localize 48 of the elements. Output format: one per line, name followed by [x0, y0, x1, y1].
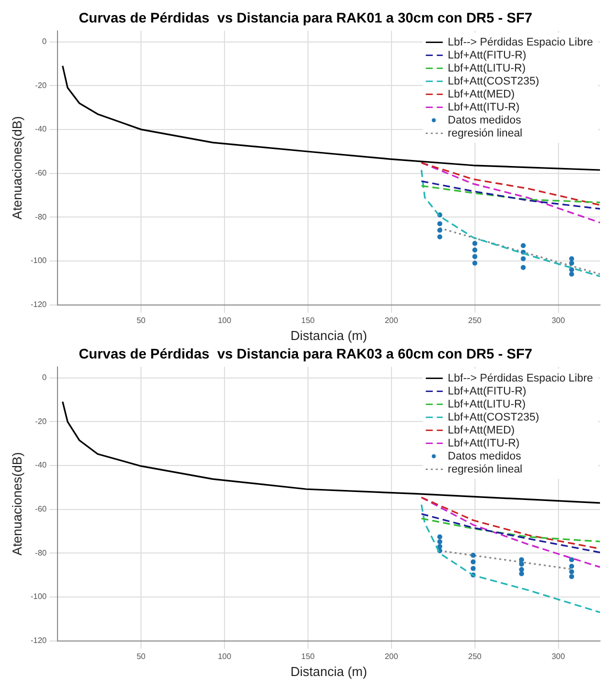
x-axis-title: Distancia (m) [290, 664, 368, 679]
y-tick-label: -20 [35, 416, 48, 426]
chart-title: Curvas de Pérdidas vs Distancia para RAK01 a 30cm con DR5 - SF7 [78, 9, 533, 26]
legend-label: Lbf+Att(LITU-R) [448, 62, 526, 74]
y-tick-label: -20 [35, 80, 48, 90]
x-tick-label: 300 [552, 316, 566, 325]
y-tick-label: -120 [30, 300, 48, 310]
legend-label: Lbf+Att(FITU-R) [448, 49, 526, 62]
legend-label: Lbf+Att(MED) [448, 88, 515, 100]
legend-label: Lbf+Att(COST235) [448, 75, 540, 88]
y-tick-label: 0 [42, 372, 48, 382]
x-axis-title: Distancia (m) [290, 328, 368, 343]
y-axis-title: Atenuaciones(dB) [9, 452, 24, 556]
y-tick-label: -100 [30, 592, 48, 602]
y-tick-label: -40 [35, 124, 48, 134]
y-tick-label: -40 [35, 460, 48, 470]
legend-label: Lbf--> Pérdidas Espacio Libre [448, 372, 593, 384]
y-tick-label: -100 [30, 256, 48, 266]
legend-label: Lbf+Att(FITU-R) [448, 385, 526, 398]
legend-label: Lbf+Att(COST235) [448, 411, 540, 424]
x-tick-label: 50 [136, 316, 146, 325]
y-axis-title: Atenuaciones(dB) [9, 116, 24, 220]
x-tick-label: 300 [552, 652, 566, 661]
legend-label: Datos medidos [448, 114, 522, 126]
x-tick-label: 250 [468, 652, 482, 661]
x-tick-label: 200 [384, 316, 399, 325]
y-tick-label: -80 [35, 212, 48, 222]
legend-label: Lbf+Att(MED) [448, 424, 515, 436]
y-tick-label: -60 [35, 504, 48, 514]
legend-label: Datos medidos [448, 450, 522, 462]
x-tick-label: 200 [384, 652, 399, 661]
legend-label: Lbf+Att(ITU-R) [448, 437, 520, 450]
y-tick-label: 0 [42, 36, 48, 46]
y-tick-label: -80 [35, 548, 48, 558]
x-tick-label: 50 [136, 652, 146, 661]
x-tick-label: 100 [218, 316, 232, 325]
legend-label: regresión lineal [448, 463, 522, 476]
legend-label: Lbf--> Pérdidas Espacio Libre [448, 36, 593, 48]
chart-title: Curvas de Pérdidas vs Distancia para RAK03 a 60cm con DR5 - SF7 [78, 345, 533, 362]
x-tick-label: 250 [468, 316, 482, 325]
x-tick-label: 100 [218, 652, 232, 661]
x-tick-label: 150 [301, 652, 316, 661]
legend-label: regresión lineal [448, 127, 522, 140]
legend-label: Lbf+Att(ITU-R) [448, 101, 520, 114]
legend-label: Lbf+Att(LITU-R) [448, 398, 526, 410]
y-tick-label: -120 [30, 636, 48, 646]
x-tick-label: 150 [301, 316, 316, 325]
y-tick-label: -60 [35, 168, 48, 178]
